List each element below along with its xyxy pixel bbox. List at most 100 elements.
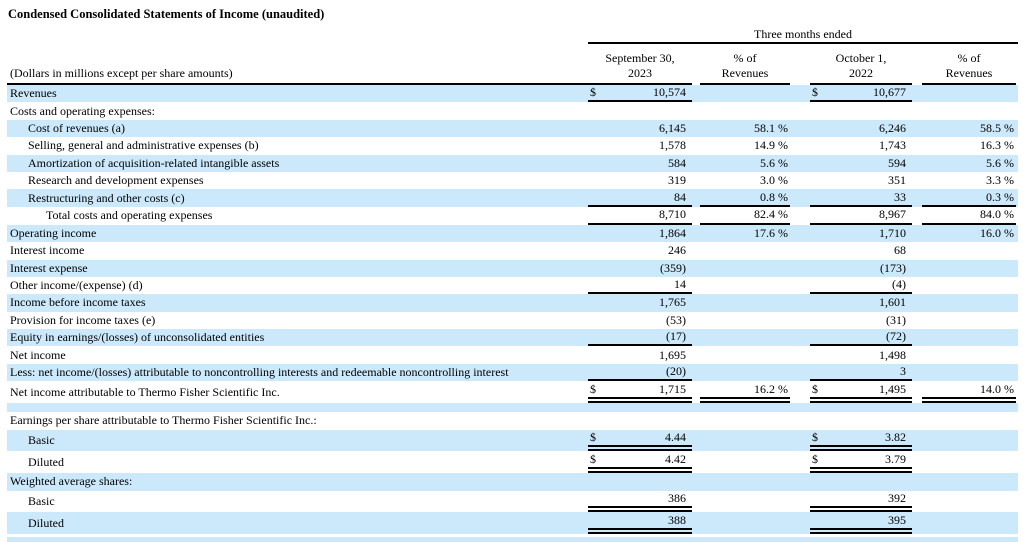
- column-gap: [790, 294, 810, 311]
- amount: 8,967: [879, 207, 906, 222]
- value-cell-2022: [810, 102, 912, 119]
- column-gap: [912, 312, 922, 329]
- table-row: Less: net income/(losses) attributable t…: [7, 363, 1018, 382]
- amount: 10,574: [653, 85, 686, 100]
- value-cell-2023: 1,765: [588, 294, 692, 311]
- column-gap: [912, 207, 922, 225]
- pct-cell-2022: 0.3 %: [922, 189, 1016, 207]
- value-cell-2023: $1,715: [588, 381, 692, 403]
- amount: 1,743: [879, 138, 906, 153]
- amount: 1,498: [879, 347, 906, 362]
- column-header-line: Revenues: [945, 66, 993, 80]
- pct-cell-2023: [700, 329, 790, 346]
- amount: 1,495: [879, 381, 906, 396]
- value-cell-2022: 1,743: [810, 137, 912, 154]
- table-row: Revenues $10,574 $10,677: [7, 85, 1018, 103]
- value-cell-2023: 6,145: [588, 120, 692, 137]
- column-gap: [692, 491, 700, 513]
- column-gap: [692, 512, 700, 534]
- value-cell-2023: 1,578: [588, 137, 692, 154]
- pct-cell-2023: 58.1 %: [754, 120, 788, 135]
- row-label: Weighted average shares:: [10, 474, 133, 489]
- table-row: Total costs and operating expenses 8,710 8…: [7, 207, 1018, 225]
- amount: 68: [894, 243, 906, 258]
- dollar-sign: $: [590, 451, 596, 466]
- amount: 392: [888, 491, 906, 505]
- column-gap: [912, 120, 922, 137]
- row-label: Interest expense: [10, 260, 88, 275]
- column-gap: [692, 412, 700, 430]
- pct-cell-2023: 16.2 %: [700, 381, 790, 403]
- value-cell-2023: 8,710: [588, 207, 692, 225]
- amount: 388: [668, 512, 686, 527]
- column-gap: [790, 473, 810, 491]
- row-label: Amortization of acquisition-related inta…: [28, 155, 280, 170]
- row-label: Income before income taxes: [10, 295, 146, 310]
- pct-cell-2022: [922, 102, 1016, 119]
- pct-cell-2023: [700, 260, 790, 277]
- value-cell-2023: 84: [588, 189, 692, 207]
- amount: 246: [668, 243, 686, 258]
- pct-cell-2023: [700, 451, 790, 473]
- value-cell-2022: 68: [810, 242, 912, 259]
- row-label: Cost of revenues (a): [28, 120, 125, 135]
- value-cell-2023: 386: [588, 491, 692, 513]
- value-cell-2023: (359): [588, 260, 692, 277]
- pct-cell-2022: [922, 242, 1016, 259]
- row-label: Less: net income/(losses) attributable t…: [10, 365, 509, 380]
- row-label: Costs and operating expenses:: [10, 103, 155, 118]
- value-cell-2023: 14: [588, 277, 692, 295]
- value-cell-2022: (72): [810, 329, 912, 347]
- value-cell-2022: [810, 412, 912, 430]
- dollar-sign: $: [812, 451, 818, 466]
- column-gap: [692, 277, 700, 294]
- column-gap: [692, 137, 700, 154]
- value-cell-2022: [810, 473, 912, 491]
- table-row: Amortization of acquisition-related inta…: [7, 154, 1018, 172]
- pct-cell-2022: [922, 412, 1016, 430]
- amount: 33: [894, 189, 906, 204]
- row-label: Other income/(expense) (d): [10, 278, 143, 293]
- row-label: Interest income: [10, 243, 85, 258]
- column-gap: [692, 473, 700, 491]
- column-gap: [790, 225, 810, 242]
- column-gap: [912, 44, 922, 85]
- column-gap: [912, 412, 922, 430]
- column-gap: [692, 312, 700, 329]
- pct-cell-2022: [922, 512, 1016, 534]
- column-gap: [692, 364, 700, 381]
- amount: 10,677: [873, 85, 906, 100]
- column-gap: [692, 102, 700, 119]
- column-gap: [790, 120, 810, 137]
- table-row: Restructuring and other costs (c) 84 0.8 %…: [7, 189, 1018, 207]
- row-label: Basic: [28, 494, 55, 508]
- column-gap: [912, 329, 922, 346]
- table-row: Equity in earnings/(losses) of unconsoli…: [7, 329, 1018, 347]
- amount: 1,601: [879, 295, 906, 310]
- value-cell-2022: 351: [810, 172, 912, 189]
- column-gap: [692, 242, 700, 259]
- pct-cell-2023: 3.0 %: [760, 173, 788, 188]
- pct-cell-2023: 0.8 %: [700, 189, 790, 207]
- column-header-row: (Dollars in millions except per share am…: [7, 44, 1018, 85]
- pct-cell-2022: [922, 294, 1016, 311]
- value-cell-2023: 388: [588, 512, 692, 534]
- amount: 3.82: [885, 430, 906, 444]
- value-cell-2022: $10,677: [810, 85, 912, 103]
- dollars-note: (Dollars in millions except per share am…: [7, 44, 588, 85]
- table-row: Basic $4.44 $3.82: [7, 429, 1018, 452]
- value-cell-2023: 584: [588, 155, 692, 172]
- column-header-line: % of: [957, 51, 981, 65]
- table-row: Costs and operating expenses:: [7, 102, 1018, 119]
- pct-cell-2023: [700, 102, 790, 119]
- column-gap: [912, 451, 922, 473]
- amount: 14: [674, 277, 686, 292]
- amount: 6,145: [659, 120, 686, 135]
- table-row: Diluted 388 395: [7, 512, 1018, 534]
- spacer-row: [7, 402, 1018, 412]
- table-body: Revenues $10,574 $10,677 Costs and operatin…: [7, 85, 1018, 542]
- value-cell-2022: 594: [810, 155, 912, 172]
- column-gap: [912, 85, 922, 102]
- value-cell-2022: (173): [810, 260, 912, 277]
- dollar-sign: $: [812, 430, 818, 444]
